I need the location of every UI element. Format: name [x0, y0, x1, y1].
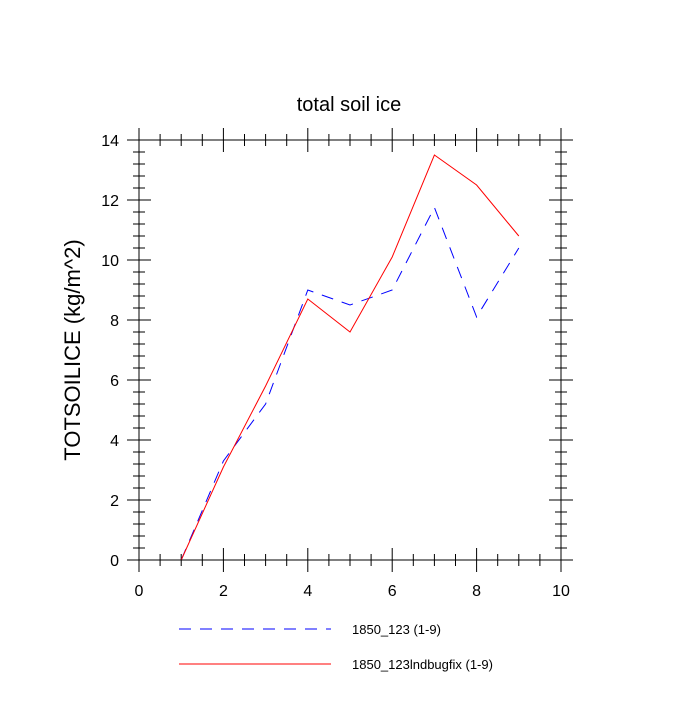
series-line-2	[180, 154, 520, 561]
y-tick-label: 0	[110, 553, 119, 570]
y-tick-label: 6	[110, 373, 119, 390]
legend-label-2: 1850_123lndbugfix (1-9)	[352, 657, 493, 672]
x-tick-label: 8	[472, 583, 481, 600]
plot-frame	[138, 139, 562, 561]
series-lines	[180, 154, 520, 561]
axis-ticks	[127, 128, 573, 572]
series-line-1	[180, 206, 520, 561]
x-tick-label: 0	[135, 583, 144, 600]
chart-title: total soil ice	[297, 94, 402, 116]
x-tick-label: 10	[552, 583, 570, 600]
y-tick-label: 4	[110, 433, 119, 450]
x-tick-label: 4	[303, 583, 312, 600]
y-tick-labels: 0 2 4 6 8 10 12 14	[101, 133, 119, 570]
legend: 1850_123 (1-9) 1850_123lndbugfix (1-9)	[179, 622, 493, 672]
y-tick-label: 14	[101, 133, 119, 150]
y-tick-label: 12	[101, 193, 119, 210]
legend-label-1: 1850_123 (1-9)	[352, 622, 441, 637]
x-tick-label: 2	[219, 583, 228, 600]
y-tick-label: 2	[110, 493, 119, 510]
y-tick-label: 8	[110, 313, 119, 330]
y-axis-label: TOTSOILICE (kg/m^2)	[60, 239, 85, 460]
x-tick-label: 6	[388, 583, 397, 600]
y-tick-label: 10	[101, 253, 119, 270]
x-tick-labels: 0 2 4 6 8 10	[135, 583, 570, 600]
